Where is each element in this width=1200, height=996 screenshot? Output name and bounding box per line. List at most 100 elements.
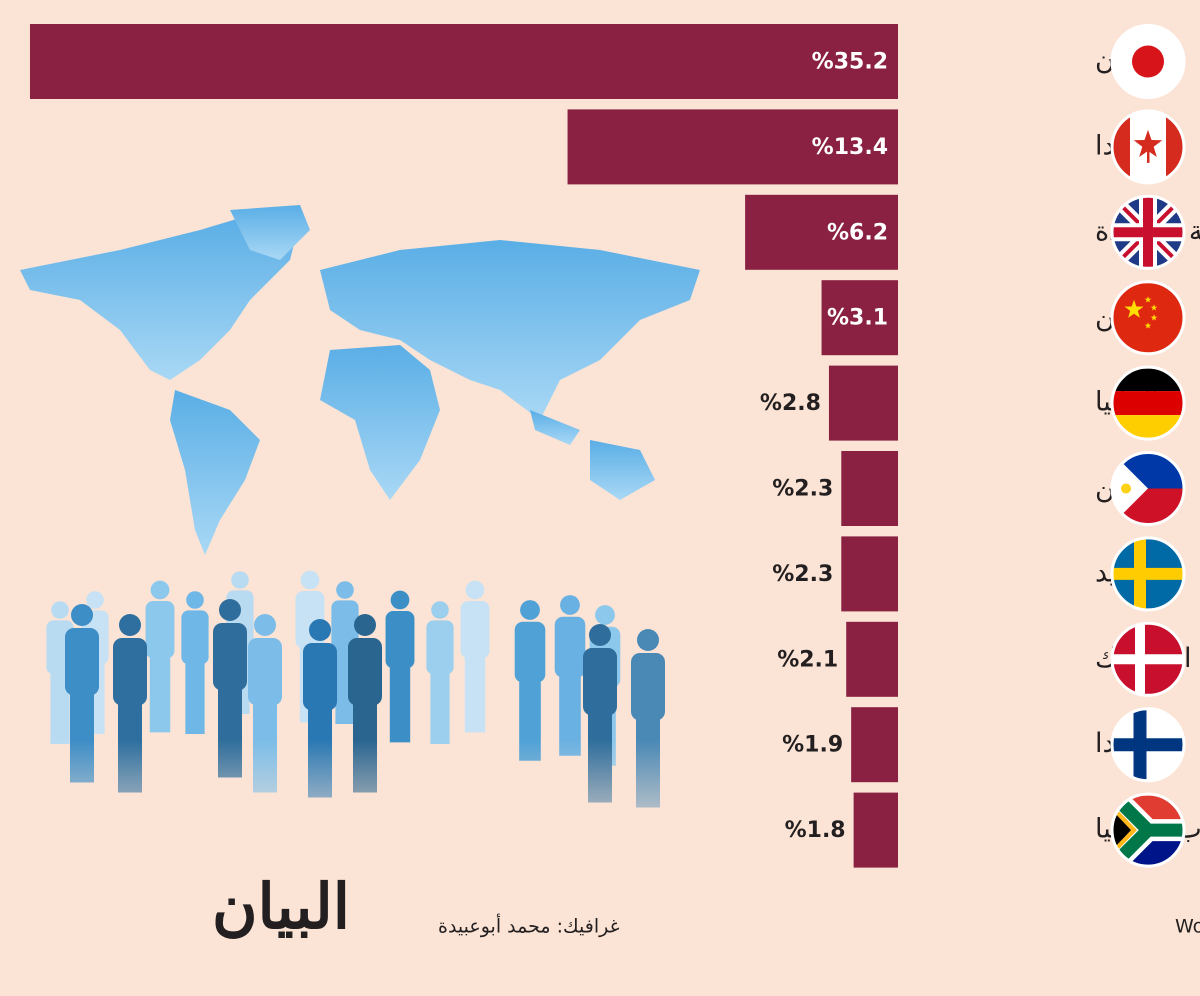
- flag-stripe: [1112, 391, 1184, 416]
- value-label: %2.8: [760, 391, 821, 416]
- person-head: [219, 599, 241, 621]
- person-body: [248, 638, 282, 706]
- flag-stem: [1147, 150, 1150, 163]
- person-head: [300, 570, 320, 590]
- value-label: %35.2: [812, 50, 888, 75]
- bar: [745, 194, 898, 270]
- person-head: [560, 595, 580, 615]
- crowd-illustration: [46, 570, 665, 808]
- value-label: %1.9: [782, 733, 843, 758]
- person-body: [460, 601, 490, 659]
- flag-star: [1150, 314, 1158, 321]
- flag-star: [1144, 322, 1152, 329]
- bar: [841, 451, 898, 526]
- value-label: %1.8: [785, 818, 846, 843]
- person-legs: [149, 655, 171, 733]
- bar: [828, 365, 898, 441]
- flag-ring: [1110, 621, 1186, 697]
- person-body: [631, 653, 665, 721]
- flag: [1112, 281, 1184, 354]
- value-label: %6.2: [827, 220, 888, 245]
- person-legs: [50, 672, 70, 744]
- value-label: %13.4: [812, 135, 888, 160]
- person-body: [303, 643, 337, 711]
- person-head: [254, 614, 276, 636]
- flag: [1112, 25, 1184, 98]
- person-head: [336, 581, 354, 599]
- person-body: [113, 638, 147, 706]
- flags: [1110, 24, 1186, 868]
- flag-cross: [1112, 537, 1184, 610]
- person-head: [309, 619, 331, 641]
- person-legs: [389, 665, 411, 743]
- flag-cross: [1112, 196, 1184, 269]
- value-label: %3.1: [827, 306, 888, 331]
- person-body: [213, 623, 247, 691]
- person-legs: [464, 655, 486, 733]
- flag-pall: [1112, 794, 1184, 867]
- person-body: [348, 638, 382, 706]
- logo: البيان: [212, 870, 350, 943]
- flag-ring: [1110, 194, 1186, 270]
- person-head: [589, 624, 611, 646]
- flag-star: [1133, 129, 1163, 158]
- person-head: [51, 601, 69, 619]
- person-head: [86, 591, 104, 609]
- person-legs: [430, 672, 450, 744]
- value-label: %2.1: [777, 647, 838, 672]
- flag-ring: [1110, 24, 1186, 99]
- person-body: [385, 611, 415, 669]
- person-body: [514, 621, 546, 683]
- flag-ring: [1110, 536, 1186, 612]
- person-head: [595, 605, 615, 625]
- person-head: [150, 580, 170, 600]
- flag-ring: [1110, 792, 1186, 868]
- person-body: [145, 601, 175, 659]
- person-legs: [185, 662, 205, 734]
- person-head: [431, 601, 449, 619]
- flag-star: [1124, 299, 1144, 318]
- crowd-fade: [0, 740, 700, 860]
- person-head: [119, 614, 141, 636]
- flag-sun: [1132, 45, 1164, 78]
- person-head: [231, 571, 249, 589]
- person-body: [181, 610, 209, 665]
- value-label: %2.3: [772, 477, 833, 502]
- flag-ring: [1110, 707, 1186, 783]
- world-map: [20, 205, 700, 555]
- bar: [841, 536, 898, 612]
- flag: [1112, 196, 1184, 269]
- bar: [567, 109, 898, 185]
- person-body: [426, 620, 454, 675]
- person-body: [554, 616, 586, 678]
- bar: [821, 280, 898, 356]
- person-head: [186, 591, 204, 609]
- flag: [1112, 537, 1184, 610]
- credit: غرافيك: محمد أبوعبيدة: [438, 914, 620, 938]
- bar: [851, 707, 898, 783]
- flag-field: [1112, 281, 1184, 354]
- flag-ring: [1110, 109, 1186, 185]
- person-legs: [559, 674, 581, 756]
- person-head: [354, 614, 376, 636]
- flag-star: [1144, 296, 1152, 303]
- person-body: [65, 628, 99, 696]
- flag: [1112, 708, 1184, 781]
- source: المصدر: World of Statistics -Remitly: [1175, 916, 1200, 938]
- flag-star: [1150, 304, 1158, 311]
- person-head: [465, 580, 485, 600]
- person-head: [637, 629, 659, 651]
- flag-triangle: [1112, 810, 1131, 851]
- flag: [1112, 623, 1184, 696]
- person-head: [71, 604, 93, 626]
- person-head: [520, 600, 540, 620]
- flag-cross: [1112, 623, 1184, 696]
- value-label: %2.3: [772, 562, 833, 587]
- person-body: [583, 648, 617, 716]
- flag-ring: [1110, 451, 1186, 526]
- flag-ring: [1110, 365, 1186, 441]
- bar: [29, 24, 898, 99]
- person-head: [390, 590, 410, 610]
